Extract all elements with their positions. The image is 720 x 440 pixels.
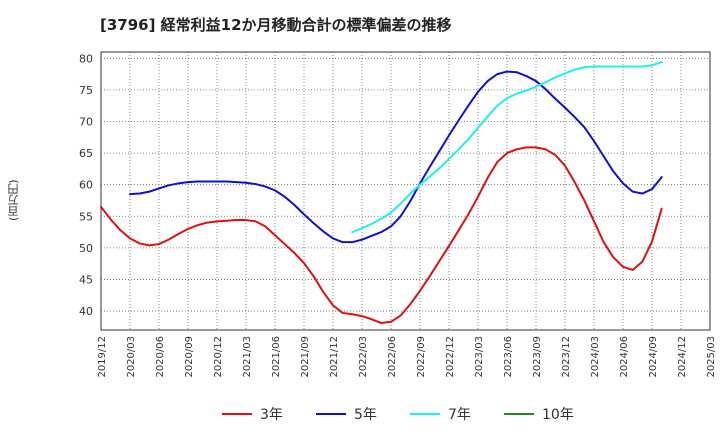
x-tick-label: 2024/03	[590, 336, 601, 378]
y-tick-label: 45	[79, 273, 93, 286]
x-tick-label: 2022/12	[445, 336, 456, 378]
x-tick-label: 2021/09	[300, 336, 311, 378]
y-tick-label: 80	[79, 52, 93, 65]
x-tick-label: 2022/06	[387, 336, 398, 378]
x-tick-label: 2019/12	[97, 336, 108, 378]
x-tick-label: 2023/06	[503, 336, 514, 378]
grid-lines	[101, 52, 710, 330]
y-tick-label: 70	[79, 116, 93, 129]
x-tick-label: 2020/12	[213, 336, 224, 378]
x-tick-label: 2020/06	[155, 336, 166, 378]
y-axis-ticks: 40 45 50 55 60 65 70 75 80	[79, 52, 93, 318]
x-tick-label: 2021/03	[242, 336, 253, 378]
plot-area	[100, 51, 711, 331]
legend-label: 7年	[448, 407, 471, 423]
y-tick-label: 55	[79, 210, 93, 223]
x-tick-label: 2020/09	[184, 336, 195, 378]
series-line-7年	[351, 61, 663, 234]
y-tick-label: 75	[79, 84, 93, 97]
x-tick-label: 2023/03	[474, 336, 485, 378]
x-tick-label: 2021/12	[329, 336, 340, 378]
legend-label: 5年	[354, 407, 377, 423]
x-tick-label: 2024/12	[677, 336, 688, 378]
y-tick-label: 50	[79, 242, 93, 255]
x-tick-label: 2023/09	[532, 336, 543, 378]
legend-label: 3年	[260, 407, 283, 423]
chart-title: [3796] 経常利益12か月移動合計の標準偏差の推移	[100, 16, 452, 34]
x-axis-ticks: 2019/12 2020/03 2020/06 2020/09 2020/12 2021/…	[97, 336, 717, 378]
x-tick-label: 2020/03	[126, 336, 137, 378]
series-line-3年	[100, 146, 663, 325]
y-tick-label: 40	[79, 305, 93, 318]
y-tick-label: 60	[79, 179, 93, 192]
x-tick-label: 2022/03	[358, 336, 369, 378]
x-tick-label: 2022/09	[416, 336, 427, 378]
x-tick-label: 2021/06	[271, 336, 282, 378]
legend-label: 10年	[542, 407, 574, 423]
x-tick-label: 2023/12	[561, 336, 572, 378]
x-tick-label: 2024/09	[648, 336, 659, 378]
series-line-5年	[129, 70, 663, 244]
y-tick-label: 65	[79, 147, 93, 160]
x-tick-label: 2024/06	[619, 336, 630, 378]
x-tick-label: 2025/03	[706, 336, 717, 378]
series-lines	[100, 61, 663, 325]
legend: 3年 5年 7年 10年	[222, 407, 574, 423]
